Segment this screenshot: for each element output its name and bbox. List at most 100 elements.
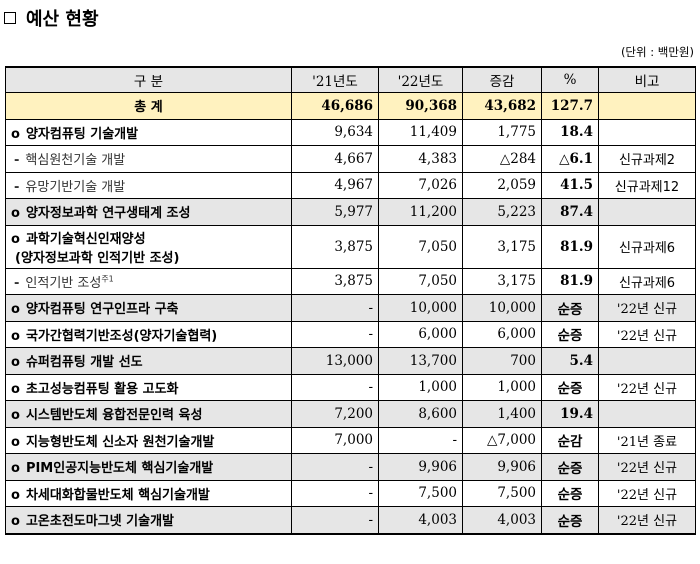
row-y21: -	[291, 453, 379, 481]
table-row: o 고온초전도마그넷 기술개발 -4,003 4,003 순증 '22년 신규	[5, 506, 696, 535]
row-y21: 9,634	[291, 118, 379, 146]
row-pct: 81.9	[541, 267, 599, 295]
row-note: 신규과제12	[598, 171, 696, 199]
row-y21: 4,967	[291, 171, 379, 199]
row-change: 5,223	[462, 198, 542, 226]
row-name-text: 양자정보과학 연구생태계 조성	[25, 206, 191, 222]
row-pct: 순증	[541, 506, 599, 535]
row-name-text: 국가간협력기반조성(양자기술협력)	[25, 328, 218, 344]
row-y22: 4,003	[378, 506, 463, 535]
section-title-text: 예산 현황	[26, 9, 99, 30]
row-y21: 7,000	[291, 426, 379, 454]
row-note: '22년 신규	[598, 506, 696, 535]
row-y22: -	[378, 426, 463, 454]
row-name-text: 양자컴퓨팅 기술개발	[25, 126, 139, 142]
row-change: 1,000	[462, 373, 542, 401]
row-change: 7,500	[462, 479, 542, 507]
row-y22: 1,000	[378, 373, 463, 401]
total-y21: 46,686	[291, 92, 379, 120]
row-name-text: 초고성능컴퓨팅 활용 고도화	[25, 381, 179, 397]
table-row: o PIM인공지능반도체 핵심기술개발 -9,906 9,906 순증 '22년 신규	[5, 453, 696, 481]
row-y21: -	[291, 320, 379, 348]
budget-table: 구 분 '21년도 '22년도 증감 % 비고 총 계 46,686 90,36…	[5, 66, 696, 535]
row-y21: 5,977	[291, 198, 379, 226]
table-row: o 슈퍼컴퓨팅 개발 선도 13,000 13,700 700 5.4	[5, 347, 696, 375]
row-y22: 11,409	[378, 118, 463, 146]
row-bullet: -	[14, 153, 20, 169]
row-change: 6,000	[462, 320, 542, 348]
row-name-text: 지능형반도체 신소자 원천기술개발	[25, 434, 215, 450]
row-name: o 슈퍼컴퓨팅 개발 선도	[5, 347, 292, 375]
row-change: 10,000	[462, 294, 542, 322]
unit-label: (단위 : 백만원)	[620, 45, 694, 59]
section-title: 예산 현황	[4, 4, 99, 32]
row-bullet: o	[11, 231, 20, 247]
row-note	[598, 198, 696, 226]
row-y21: -	[291, 506, 379, 535]
table-row: o 양자정보과학 연구생태계 조성 5,977 11,200 5,223 87.4	[5, 198, 696, 226]
row-pct: 87.4	[541, 198, 599, 226]
table-row: o 양자컴퓨팅 기술개발 9,634 11,409 1,775 18.4	[5, 118, 696, 146]
row-name-text: 차세대화합물반도체 핵심기술개발	[25, 487, 210, 503]
row-name: o 차세대화합물반도체 핵심기술개발	[5, 479, 292, 507]
total-note	[598, 92, 696, 120]
total-name: 총 계	[5, 92, 292, 120]
row-note	[598, 400, 696, 428]
row-y22: 7,026	[378, 171, 463, 199]
row-name-text: 슈퍼컴퓨팅 개발 선도	[25, 355, 143, 371]
table-row: o 양자컴퓨팅 연구인프라 구축 -10,000 10,000 순증 '22년 신규	[5, 294, 696, 322]
header-change: 증감	[462, 66, 542, 93]
row-name-text: PIM인공지능반도체 핵심기술개발	[25, 461, 214, 477]
header-note: 비고	[598, 66, 696, 93]
row-y22: 7,050	[378, 267, 463, 295]
row-bullet: o	[11, 381, 20, 397]
row-name-text: 과학기술혁신인재양성	[25, 231, 146, 247]
row-y22: 4,383	[378, 145, 463, 173]
row-name-text: 시스템반도체 융합전문인력 육성	[25, 408, 203, 424]
header-y21: '21년도	[291, 66, 379, 93]
row-y22: 11,200	[378, 198, 463, 226]
row-note: 신규과제2	[598, 145, 696, 173]
row-name: o 과학기술혁신인재양성 (양자정보과학 인적기반 조성)	[5, 224, 292, 269]
row-bullet: o	[11, 355, 20, 371]
row-bullet: o	[11, 408, 20, 424]
table-row: - 인적기반 조성주1 3,875 7,050 3,175 81.9 신규과제6	[5, 267, 696, 295]
row-pct: 순증	[541, 479, 599, 507]
row-bullet: -	[14, 179, 20, 195]
row-y21: -	[291, 294, 379, 322]
row-pct: △6.1	[541, 145, 599, 173]
table-row: o 지능형반도체 신소자 원천기술개발 7,000- △7,000 순감 '21년 종료	[5, 426, 696, 454]
row-y22: 10,000	[378, 294, 463, 322]
row-pct: 5.4	[541, 347, 599, 375]
header-name: 구 분	[5, 66, 292, 93]
row-name: o 고온초전도마그넷 기술개발	[5, 506, 292, 535]
row-pct: 81.9	[541, 224, 599, 269]
row-bullet: o	[11, 487, 20, 503]
table-row: o 과학기술혁신인재양성 (양자정보과학 인적기반 조성) 3,875 7,050 3,1…	[5, 224, 696, 269]
row-bullet: o	[11, 126, 20, 142]
row-name: - 유망기반기술 개발	[5, 171, 292, 199]
row-pct: 18.4	[541, 118, 599, 146]
row-y21: 3,875	[291, 224, 379, 269]
row-name: - 인적기반 조성주1	[5, 267, 292, 295]
total-pct: 127.7	[541, 92, 599, 120]
row-name: o 양자컴퓨팅 기술개발	[5, 118, 292, 146]
row-change: △284	[462, 145, 542, 173]
row-change: 9,906	[462, 453, 542, 481]
row-pct: 순감	[541, 426, 599, 454]
row-note: '22년 신규	[598, 294, 696, 322]
row-y22: 13,700	[378, 347, 463, 375]
row-y21: 13,000	[291, 347, 379, 375]
row-y21: 7,200	[291, 400, 379, 428]
row-change: 1,400	[462, 400, 542, 428]
row-name: o PIM인공지능반도체 핵심기술개발	[5, 453, 292, 481]
row-note: '22년 신규	[598, 373, 696, 401]
row-name: o 지능형반도체 신소자 원천기술개발	[5, 426, 292, 454]
row-change: 1,775	[462, 118, 542, 146]
row-change: 4,003	[462, 506, 542, 535]
row-note: '22년 신규	[598, 453, 696, 481]
row-bullet: o	[11, 434, 20, 450]
row-change: △7,000	[462, 426, 542, 454]
row-y22: 9,906	[378, 453, 463, 481]
row-name-text: 양자컴퓨팅 연구인프라 구축	[25, 302, 179, 318]
